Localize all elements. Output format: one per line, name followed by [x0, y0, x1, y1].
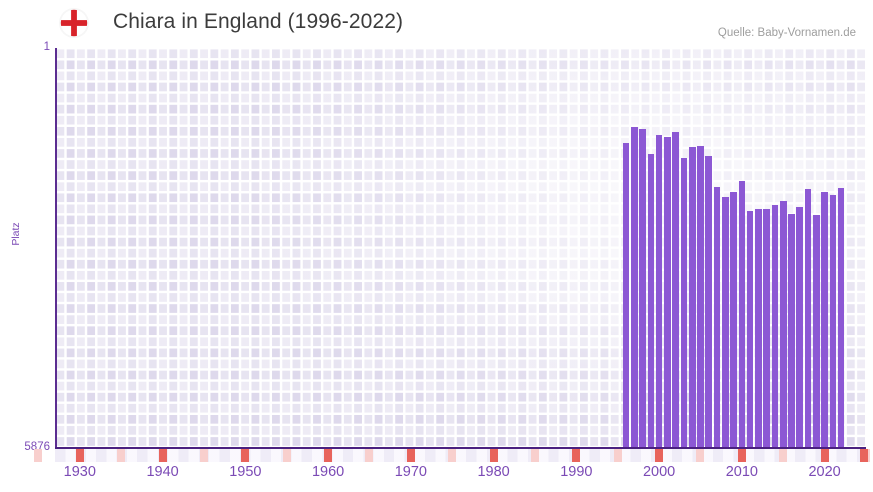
- x-axis-tick-label: 2020: [808, 464, 841, 480]
- x-axis-minor-tick: [365, 449, 374, 462]
- x-axis-tick-label: 2010: [725, 464, 758, 480]
- bar: [821, 192, 828, 447]
- bar: [672, 131, 679, 447]
- x-axis-tick-label: 1940: [146, 464, 179, 480]
- x-axis-major-tick: [820, 449, 829, 462]
- x-axis-tick-label: 1960: [311, 464, 345, 480]
- x-axis-minor-tick: [34, 449, 43, 462]
- bar: [713, 186, 721, 447]
- x-axis-tick-band: [55, 449, 866, 462]
- bar: [705, 156, 713, 447]
- bar: [722, 197, 729, 447]
- x-axis-minor-tick: [199, 449, 208, 462]
- bar: [680, 158, 688, 447]
- bar: [664, 137, 671, 447]
- bar: [647, 153, 655, 447]
- plot-area: [55, 48, 866, 447]
- x-axis-minor-tick: [696, 449, 705, 462]
- bar: [738, 180, 746, 447]
- x-axis-tick-label: 1970: [394, 464, 427, 480]
- source-attribution: Quelle: Baby-Vornamen.de: [717, 27, 856, 39]
- x-axis-major-tick: [406, 449, 415, 462]
- x-axis-tick-label: 1930: [63, 464, 96, 480]
- england-flag-circle-icon: [59, 8, 89, 38]
- bar: [697, 145, 704, 447]
- x-axis-major-tick: [241, 449, 250, 462]
- bar-series: [55, 48, 866, 447]
- bar: [771, 205, 779, 447]
- bar: [630, 127, 638, 447]
- x-axis-minor-tick: [779, 449, 788, 462]
- x-axis-major-tick: [75, 449, 84, 462]
- x-axis-minor-tick: [448, 449, 457, 462]
- bar: [655, 134, 663, 447]
- x-axis-major-tick: [489, 449, 498, 462]
- bar: [804, 188, 812, 447]
- bar: [779, 201, 787, 447]
- x-axis-major-tick: [158, 449, 167, 462]
- x-axis-minor-tick: [530, 449, 539, 462]
- page-title: Chiara in England (1996-2022): [113, 10, 404, 33]
- x-axis-minor-tick: [117, 449, 126, 462]
- y-axis-top-tick-label: 1: [43, 41, 50, 53]
- y-axis-bottom-tick-label: 5876: [24, 441, 50, 453]
- bar: [837, 187, 845, 447]
- bar: [796, 206, 804, 447]
- bar: [746, 210, 754, 447]
- bar: [730, 192, 737, 447]
- bar: [688, 146, 696, 447]
- x-axis-tick-label: 1990: [560, 464, 593, 480]
- y-axis-line: [55, 48, 57, 448]
- bar: [763, 208, 770, 447]
- x-axis-line: [55, 447, 866, 449]
- x-axis-major-tick: [737, 449, 746, 462]
- chart-header: Chiara in England (1996-2022) Quelle: Ba…: [0, 0, 873, 46]
- x-axis-tick-label: 2000: [642, 464, 676, 480]
- bar: [813, 214, 820, 447]
- x-axis-major-tick: [324, 449, 333, 462]
- bar: [829, 195, 837, 447]
- x-axis-minor-tick: [613, 449, 622, 462]
- bar: [622, 142, 630, 447]
- x-axis-tick-label: 1950: [229, 464, 262, 480]
- y-axis-title: Platz: [10, 222, 22, 246]
- x-axis-tick-label: 1980: [477, 464, 510, 480]
- x-axis-minor-tick: [282, 449, 291, 462]
- x-axis-major-tick: [655, 449, 664, 462]
- bar: [755, 209, 762, 447]
- x-axis-major-tick: [860, 449, 868, 462]
- x-axis-major-tick: [572, 449, 581, 462]
- bar: [639, 128, 646, 447]
- bar: [788, 214, 795, 447]
